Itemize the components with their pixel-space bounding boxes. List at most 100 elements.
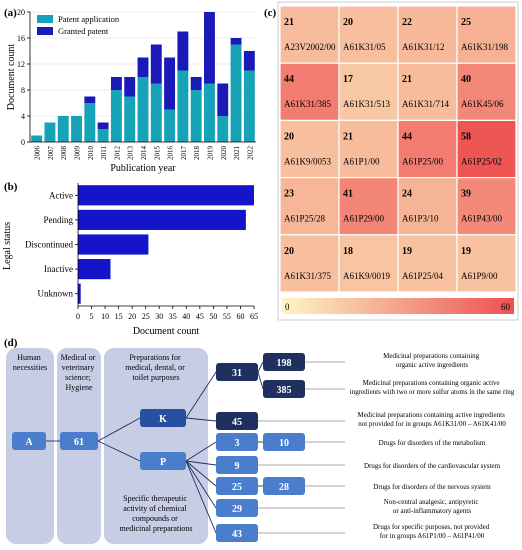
heatmap-code-a61k31-513: A61K31/513 xyxy=(343,99,390,109)
x-tick-label-2017: 2017 xyxy=(180,146,188,161)
heatmap-cells: 21 A23V2002/00 20 A61K31/05 22 A61K31/12 25 A61… xyxy=(279,5,517,293)
heatmap-count-a23v2002-00: 21 xyxy=(284,17,294,28)
heatmap-count-a61k9-0053: 20 xyxy=(284,131,294,142)
node-10 xyxy=(263,433,305,451)
node-label-61: 61 xyxy=(74,437,84,448)
x-tick-label-30: 30 xyxy=(155,312,163,321)
node-198 xyxy=(263,353,305,371)
panel-b-label: (b) xyxy=(4,181,18,193)
panel-b-horizontal-bar-chart: (b) 0 5 10 15 20 25 30 35 40 45 50 55 60 65 Active Pen… xyxy=(2,181,258,337)
bar-granted-2013 xyxy=(124,77,136,97)
node-9 xyxy=(216,456,258,474)
bar-application-2008 xyxy=(57,116,69,142)
heatmap-count-a61k31-12: 22 xyxy=(402,17,412,28)
x-tick-label-60: 60 xyxy=(236,312,244,321)
heatmap-cell-a23v2002-00 xyxy=(279,5,340,64)
node-31 xyxy=(216,363,258,381)
bar-application-2021 xyxy=(230,44,242,142)
heatmap-cell-a61p1-00 xyxy=(338,119,399,179)
heatmap-code-a61k31-05: A61K31/05 xyxy=(343,42,386,52)
heatmap-count-a61k31-714: 21 xyxy=(402,74,412,85)
heatmap-code-a61p29-00: A61P29/00 xyxy=(343,214,385,224)
heatmap-count-a61p25-04: 19 xyxy=(402,246,412,257)
category-label-discontinued: Discontinued xyxy=(25,240,73,250)
heatmap-count-a61p25-28: 23 xyxy=(284,189,294,200)
node-label-10: 10 xyxy=(279,438,289,449)
x-tick-label-2015: 2015 xyxy=(153,146,161,161)
colorbar-max-label: 60 xyxy=(501,302,511,312)
heatmap-cell-a61p25-04 xyxy=(397,234,458,293)
category-label-active: Active xyxy=(49,190,73,200)
diagram-connectors xyxy=(46,361,264,534)
bar-application-2007 xyxy=(44,122,56,142)
panel-d-label: (d) xyxy=(4,337,18,349)
heatmap-code-a61k9-0053: A61K9/0053 xyxy=(284,156,331,166)
description-385: Medicinal preparations containing organi… xyxy=(350,379,515,396)
heatmap-count-a61p1-00: 21 xyxy=(343,131,353,142)
x-tick-label-2018: 2018 xyxy=(193,146,201,161)
x-tick-label-10: 10 xyxy=(101,312,109,321)
panel-c-label: (c) xyxy=(264,7,277,19)
heatmap-code-a61p3-10: A61P3/10 xyxy=(402,214,439,224)
bar-granted-2020 xyxy=(217,83,229,116)
heatmap-code-a61k31-198: A61K31/198 xyxy=(461,42,508,52)
bar-status-discontinued xyxy=(78,234,149,255)
heatmap-cell-a61k31-513 xyxy=(338,62,399,122)
bar-application-2013 xyxy=(124,96,136,142)
node-label-198: 198 xyxy=(277,358,292,369)
x-tick-label-2022: 2022 xyxy=(246,146,254,161)
legend-label-granted: Granted patent xyxy=(58,26,109,36)
x-tick-label-2014: 2014 xyxy=(140,146,148,161)
category-label-inactive: Inactive xyxy=(44,264,73,274)
bar-granted-2014 xyxy=(137,57,149,77)
heatmap-cell-a61k9-0019 xyxy=(338,234,399,293)
panel-b-category-labels: Active Pending Discontinued Inactive Unknown xyxy=(25,190,78,299)
bar-granted-2019 xyxy=(204,12,215,84)
bar-status-inactive xyxy=(78,259,111,280)
x-tick-label-35: 35 xyxy=(169,312,177,321)
description-9: Drugs for disorders of the cardiovascula… xyxy=(364,462,501,470)
bar-application-2009 xyxy=(71,116,82,142)
x-tick-label-2008: 2008 xyxy=(60,146,68,161)
panel-b-bars xyxy=(78,185,254,304)
panel-b-y-axis-label: Legal status xyxy=(2,222,13,270)
description-198: Medicinal preparations containing organi… xyxy=(383,352,481,369)
heatmap-code-a61p25-00: A61P25/00 xyxy=(402,156,444,166)
y-tick-label-12: 12 xyxy=(17,60,25,69)
node-label-45: 45 xyxy=(232,417,242,428)
heatmap-colorbar xyxy=(282,298,514,314)
panel-a-legend: Patent application Granted patent xyxy=(37,14,120,36)
heatmap-count-a61p3-10: 24 xyxy=(402,189,412,200)
heatmap-cell-a61p29-00 xyxy=(338,177,399,236)
x-tick-label-2019: 2019 xyxy=(206,146,214,161)
bar-application-2015 xyxy=(150,83,162,142)
heatmap-code-a61k31-375: A61K31/375 xyxy=(284,271,331,281)
node-label-31: 31 xyxy=(232,368,242,379)
bar-granted-2010 xyxy=(84,96,96,103)
x-tick-label-0: 0 xyxy=(76,312,80,321)
node-P xyxy=(140,452,186,470)
diagram-node-labels: A 61 K P 31 45 3 9 25 29 43 198 385 10 2… xyxy=(25,358,291,540)
node-61 xyxy=(60,432,98,450)
node-28 xyxy=(263,477,305,495)
node-A xyxy=(12,432,46,450)
heatmap-code-a61p25-28: A61P25/28 xyxy=(284,214,326,224)
x-tick-label-5: 5 xyxy=(90,312,94,321)
panel-a-bars xyxy=(31,12,255,142)
heatmap-cell-a61k45-06 xyxy=(456,62,517,122)
panel-a-label: (a) xyxy=(4,7,17,19)
legend-swatch-application xyxy=(37,15,53,23)
heatmap-cell-a61p25-02 xyxy=(456,119,517,179)
bar-application-2018 xyxy=(190,90,202,142)
description-29: Non-central analgesic, antipyretic or an… xyxy=(384,498,480,515)
description-45: Medicinal preparations containing active… xyxy=(357,411,506,428)
heatmap-code-a61k9-0019: A61K9/0019 xyxy=(343,271,390,281)
node-K xyxy=(140,409,186,427)
y-tick-label-20: 20 xyxy=(17,8,25,17)
panel-c-heatmap: (c) 21A23V2002/0020A61K31/0522A61K31/122… xyxy=(264,1,519,321)
heatmap-code-a61p25-04: A61P25/04 xyxy=(402,271,444,281)
column-title-specific: Specific therapeutic activity of chemica… xyxy=(119,494,192,533)
heatmap-cell-a61k31-714 xyxy=(397,62,458,122)
heatmap-cell-a61p3-10 xyxy=(397,177,458,236)
bar-status-unknown xyxy=(78,283,81,304)
